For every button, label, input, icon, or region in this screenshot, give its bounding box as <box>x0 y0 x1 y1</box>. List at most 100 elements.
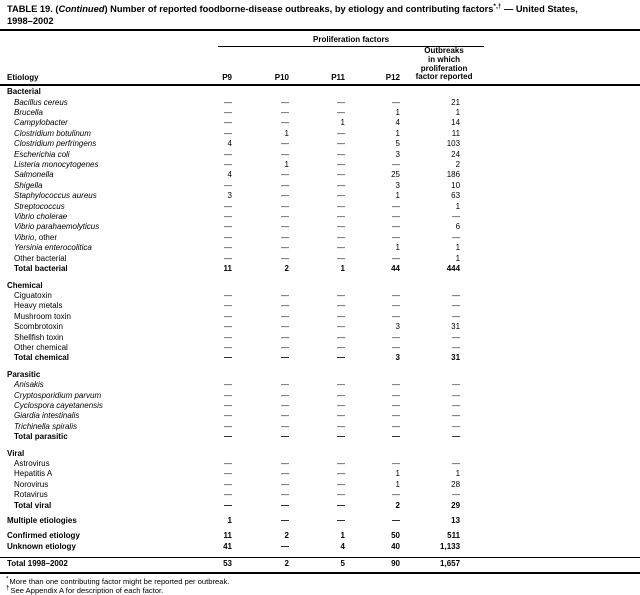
factor-value-cell: — <box>337 139 345 149</box>
title-text: TABLE 19. ( <box>7 4 59 14</box>
empty-cell <box>484 233 640 243</box>
factor-value-cell: — <box>337 311 345 321</box>
factor-value-cell: 1 <box>395 191 400 201</box>
factor-value-cell: — <box>337 342 345 352</box>
factor-value-cell: — <box>337 459 345 468</box>
factor-value-cell: — <box>337 421 345 431</box>
empty-cell <box>484 459 640 469</box>
footnote-asterisk: *More than one contributing factor might… <box>6 575 634 586</box>
outbreaks-value-cell: — <box>452 232 461 242</box>
factor-value-cell: 44 <box>391 264 400 274</box>
etiology-cell: Total chemical <box>14 353 69 363</box>
factor-value-cell: — <box>281 353 289 363</box>
factor-value-cell: — <box>281 459 289 468</box>
empty-cell <box>484 469 640 479</box>
empty-cell <box>484 243 640 253</box>
outbreaks-value-cell: 29 <box>451 500 461 510</box>
factor-value-cell: 50 <box>391 531 400 541</box>
empty-cell <box>484 118 640 128</box>
table-row: Astrovirus — — — — — <box>0 459 640 469</box>
etiology-cell: Escherichia coli <box>0 150 212 160</box>
column-header-p10: P10 <box>236 47 293 87</box>
empty-cell <box>484 181 640 191</box>
factor-value-cell: 5 <box>293 557 349 574</box>
factor-value-cell: — <box>281 180 289 190</box>
factor-value-cell: 11 <box>223 264 232 274</box>
factor-value-cell: — <box>337 322 345 332</box>
factor-value-cell: — <box>337 170 345 180</box>
empty-cell <box>484 301 640 311</box>
outbreaks-value-cell: — <box>452 212 461 222</box>
outbreaks-value-cell: — <box>452 332 461 342</box>
factor-value-cell: — <box>224 97 232 107</box>
factor-value-cell: — <box>337 432 345 442</box>
column-header-outbreaks-reported: Outbreaks in which proliferation factor … <box>404 47 485 87</box>
factor-value-cell: — <box>281 516 289 526</box>
outbreaks-value-cell: 11 <box>451 128 461 138</box>
etiology-cell: Streptococcus <box>0 202 212 212</box>
factor-value-cell: — <box>281 97 289 107</box>
empty-cell <box>484 480 640 490</box>
table-row: Bacillus cereus — — — — 21 <box>0 98 640 108</box>
empty-cell <box>484 47 640 87</box>
factor-value-cell: — <box>337 201 345 211</box>
section-header-row: Bacterial <box>0 85 640 97</box>
title-text: — United States, <box>501 4 578 14</box>
factor-value-cell: 1 <box>395 108 400 117</box>
etiology-cell: Listeria monocytogenes <box>0 160 212 170</box>
table-row: Unknown etiology 41 — 4 40 1,133 <box>0 542 640 552</box>
etiology-cell: Vibrio, other <box>14 232 57 242</box>
table-row: Shigella — — — 3 10 <box>0 181 640 191</box>
factor-value-cell: — <box>281 222 289 232</box>
empty-cell <box>484 432 640 442</box>
outbreaks-value-cell: — <box>452 490 461 500</box>
title-text: ) Number of reported foodborne-disease o… <box>104 4 494 14</box>
etiology-cell: Salmonella <box>0 170 212 180</box>
factor-value-cell: — <box>281 301 289 311</box>
factor-value-cell: 1 <box>395 469 400 479</box>
outbreaks-value-cell: 1 <box>455 253 461 263</box>
factor-value-cell: — <box>392 432 400 442</box>
empty-cell <box>484 531 640 541</box>
outbreaks-value-cell: — <box>452 411 461 421</box>
etiology-cell: Total bacterial <box>14 264 68 274</box>
etiology-italic-name: Shigella <box>14 180 43 190</box>
factor-value-cell: — <box>224 201 232 211</box>
factor-value-cell: — <box>392 253 400 263</box>
etiology-cell: Cryptosporidium parvum <box>0 391 212 401</box>
factor-value-cell: — <box>281 332 289 342</box>
factor-value-cell: — <box>281 421 289 431</box>
factor-value-cell: 2 <box>284 264 289 274</box>
factor-value-cell: — <box>392 516 400 526</box>
etiology-italic-name: Escherichia coli <box>14 149 70 159</box>
table-row: Giardia intestinalis — — — — — <box>0 411 640 421</box>
empty-cell <box>484 191 640 201</box>
footnote-symbol: * <box>6 575 9 583</box>
outbreaks-value-cell: 21 <box>451 97 461 107</box>
etiology-cell: Astrovirus <box>14 459 50 468</box>
factor-value-cell: — <box>224 479 232 489</box>
factor-value-cell: — <box>224 212 232 222</box>
empty-cell <box>484 291 640 301</box>
factor-value-cell: — <box>337 108 345 117</box>
table-row: Trichinella spiralis — — — — — <box>0 422 640 432</box>
factor-value-cell: 2 <box>395 500 400 510</box>
factor-value-cell: 2 <box>284 531 289 541</box>
factor-value-cell: — <box>224 500 232 510</box>
factor-value-cell: — <box>281 191 289 201</box>
factor-value-cell: 25 <box>391 170 400 180</box>
column-header-p11: P11 <box>293 47 349 87</box>
factor-value-cell: — <box>281 390 289 400</box>
factor-value-cell: — <box>281 170 289 180</box>
factor-value-cell: — <box>224 400 232 410</box>
factor-value-cell: — <box>337 479 345 489</box>
table-row: Anisakis — — — — — <box>0 380 640 390</box>
factor-value-cell: — <box>281 118 289 128</box>
etiology-italic-name: Cyclospora cayetanensis <box>14 400 103 410</box>
factor-value-cell: — <box>337 469 345 479</box>
empty-cell <box>484 264 640 274</box>
outbreaks-value-cell: 1 <box>455 469 461 479</box>
factor-value-cell: — <box>337 400 345 410</box>
factor-value-cell: — <box>224 432 232 442</box>
outbreaks-value-cell: 24 <box>451 149 461 159</box>
